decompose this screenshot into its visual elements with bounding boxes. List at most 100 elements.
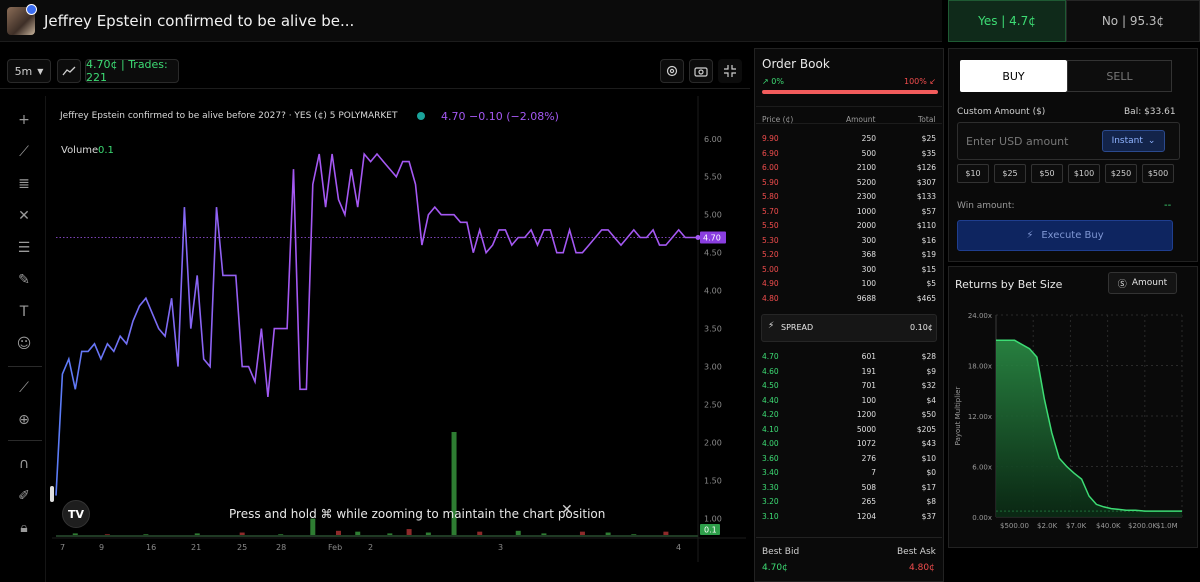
ask-amount: 2300	[856, 192, 876, 201]
ask-price: 5.20	[762, 250, 779, 259]
y-axis-label: Payout Multiplier	[954, 387, 962, 446]
x-tick-label: $200.0K	[1128, 522, 1157, 530]
ask-row[interactable]: 5.20 368 $19	[760, 249, 938, 263]
sell-tab[interactable]: SELL	[1067, 60, 1172, 92]
magnet-icon[interactable]: ∩	[18, 456, 30, 472]
trend-line-icon	[62, 66, 76, 76]
order-type-value: Instant	[1111, 136, 1143, 146]
y-tick-label: 5.50	[704, 173, 722, 182]
interval-select[interactable]: 5m ▼	[7, 59, 51, 83]
volume-bar	[239, 532, 245, 536]
crosshair-icon[interactable]: +	[18, 112, 30, 128]
x-tick-label: 4	[676, 543, 681, 552]
brush-icon[interactable]: ✎	[18, 272, 30, 288]
emoji-icon[interactable]: ☺	[16, 336, 32, 352]
bid-row[interactable]: 4.20 1200 $50	[760, 409, 938, 423]
returns-amount-toggle[interactable]: Ⓢ Amount	[1108, 272, 1177, 294]
lock-drawing-icon[interactable]: ✐	[18, 488, 30, 504]
bid-price: 4.60	[762, 366, 779, 376]
bid-row[interactable]: 4.70 601 $28	[760, 351, 938, 365]
quick-amount-250[interactable]: $250	[1105, 164, 1137, 183]
lock-icon[interactable]: 🔒︎	[20, 520, 28, 536]
quick-amount-500[interactable]: $500	[1142, 164, 1174, 183]
bid-amount: 100	[861, 395, 876, 405]
y-tick-label: 2.50	[704, 401, 722, 410]
order-type-select[interactable]: Instant ⌄	[1102, 130, 1165, 152]
price-chart[interactable]: 6.00 5.50 5.00 4.50 4.00 3.50 3.00 2.50 2.00 1.50…	[52, 96, 746, 562]
x-tick-label: $7.0K	[1066, 522, 1087, 530]
ask-row[interactable]: 5.50 2000 $110	[760, 220, 938, 234]
volume-bar	[194, 533, 200, 536]
ask-amount: 5200	[856, 177, 876, 187]
spread-value: 0.10¢	[910, 323, 933, 332]
chart-legend-values: 4.70 −0.10 (−2.08%)	[441, 110, 559, 123]
buy-tab[interactable]: BUY	[960, 60, 1067, 92]
x-tick-label: 2	[368, 543, 373, 552]
bid-price: 4.70	[762, 352, 779, 361]
ask-row[interactable]: 5.00 300 $15	[760, 264, 938, 278]
execute-buy-button[interactable]: ⚡︎ Execute Buy	[957, 220, 1173, 251]
ask-row[interactable]: 6.90 500 $35	[760, 148, 938, 162]
bid-price: 3.10	[762, 511, 779, 521]
ask-total: $307	[916, 177, 936, 187]
screenshot-button[interactable]	[689, 59, 713, 83]
ask-row[interactable]: 5.30 300 $16	[760, 235, 938, 249]
bid-row[interactable]: 4.10 5000 $205	[760, 424, 938, 438]
ask-total: $16	[921, 235, 936, 245]
text-icon[interactable]: T	[19, 304, 29, 320]
ask-row[interactable]: 4.80 9688 $465	[760, 293, 938, 307]
bid-total: $28	[921, 352, 936, 361]
win-amount-label: Win amount:	[957, 201, 1015, 211]
ask-row[interactable]: 9.90 250 $25	[760, 133, 938, 147]
ask-amount: 100	[861, 279, 876, 288]
bid-row[interactable]: 4.50 701 $32	[760, 380, 938, 394]
ask-total: $110	[916, 221, 936, 230]
chart-scroll-handle[interactable]	[50, 486, 54, 502]
bid-row[interactable]: 4.40 100 $4	[760, 395, 938, 409]
trend-line-icon[interactable]: ⟋	[19, 144, 29, 160]
ask-total: $25	[921, 134, 936, 143]
price-line	[55, 152, 698, 496]
ask-row[interactable]: 5.70 1000 $57	[760, 206, 938, 220]
bid-row[interactable]: 3.20 265 $8	[760, 496, 938, 510]
fib-icon[interactable]: ≣	[18, 176, 30, 192]
chart-toolbar: 5m ▼ 4.70¢ | Trades: 221	[0, 53, 750, 89]
no-outcome-tab[interactable]: No | 95.3¢	[1066, 0, 1200, 42]
bid-row[interactable]: 3.40 7 $0	[760, 467, 938, 481]
tradingview-logo[interactable]: TV	[62, 500, 90, 528]
collapse-button[interactable]	[718, 59, 742, 83]
ask-row[interactable]: 5.80 2300 $133	[760, 191, 938, 205]
close-icon[interactable]: ✕	[561, 502, 573, 518]
last-price-tag	[700, 231, 726, 244]
bid-price: 4.20	[762, 410, 779, 419]
ruler-icon[interactable]: ⟋	[19, 380, 29, 396]
bid-row[interactable]: 4.60 191 $9	[760, 366, 938, 380]
pressure-bar	[762, 90, 938, 94]
y-tick-label: 2.00	[704, 438, 722, 447]
x-tick-label: 7	[60, 543, 65, 552]
yes-outcome-tab[interactable]: Yes | 4.7¢	[948, 0, 1066, 42]
bid-price: 4.00	[762, 439, 779, 448]
measure-icon[interactable]: ☰	[17, 240, 31, 256]
bid-amount: 276	[861, 453, 876, 463]
bid-row[interactable]: 3.60 276 $10	[760, 453, 938, 467]
bid-total: $10	[921, 453, 936, 463]
bid-row[interactable]: 3.30 508 $17	[760, 482, 938, 496]
pattern-icon[interactable]: ✕	[18, 208, 30, 224]
ask-row[interactable]: 5.90 5200 $307	[760, 177, 938, 191]
quick-amount-10[interactable]: $10	[957, 164, 989, 183]
bid-row[interactable]: 4.00 1072 $43	[760, 438, 938, 452]
ask-row[interactable]: 4.90 100 $5	[760, 278, 938, 292]
ask-price: 5.30	[762, 235, 779, 245]
zoom-in-icon[interactable]: ⊕	[18, 412, 30, 428]
x-tick-label: $500.00	[1000, 522, 1029, 530]
ask-row[interactable]: 6.00 2100 $126	[760, 162, 938, 176]
chart-type-button[interactable]	[57, 59, 81, 83]
quick-amount-25[interactable]: $25	[994, 164, 1026, 183]
quick-amount-100[interactable]: $100	[1068, 164, 1100, 183]
bid-row[interactable]: 3.10 1204 $37	[760, 511, 938, 525]
bid-total: $50	[921, 410, 936, 419]
quick-amount-50[interactable]: $50	[1031, 164, 1063, 183]
volume-label: Volume	[61, 145, 99, 156]
settings-button[interactable]	[660, 59, 684, 83]
